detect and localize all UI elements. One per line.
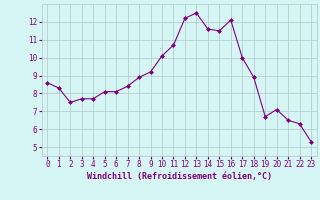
X-axis label: Windchill (Refroidissement éolien,°C): Windchill (Refroidissement éolien,°C)	[87, 172, 272, 181]
